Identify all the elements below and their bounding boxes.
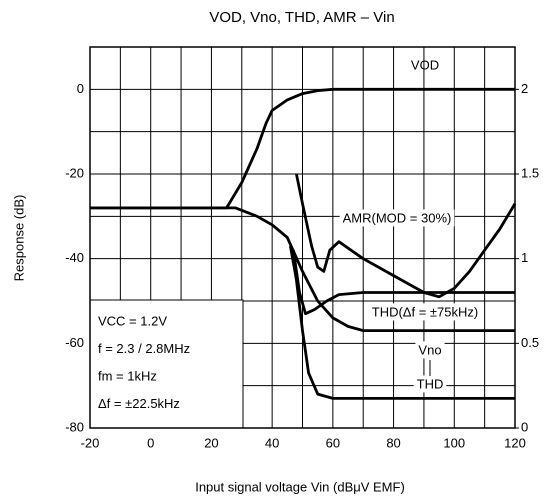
x-tick-label: 20 bbox=[204, 435, 218, 450]
annotation: VCC = 1.2V bbox=[98, 313, 167, 328]
y2-tick-label: 0.5 bbox=[521, 335, 539, 350]
y-axis-label: Response (dB) bbox=[11, 195, 26, 282]
annotation: Δf = ±22.5kHz bbox=[98, 396, 180, 411]
annotation: fm = 1kHz bbox=[98, 368, 157, 383]
y-tick-label: -80 bbox=[65, 419, 84, 434]
y2-tick-label: 2 bbox=[521, 81, 528, 96]
x-tick-label: 100 bbox=[443, 435, 465, 450]
series-label-bg bbox=[368, 303, 482, 321]
series-label: THD bbox=[417, 376, 444, 391]
y2-tick-label: 1 bbox=[521, 250, 528, 265]
x-tick-label: 40 bbox=[265, 435, 279, 450]
x-tick-label: 120 bbox=[504, 435, 526, 450]
series-label: THD(Δf = ±75kHz) bbox=[372, 304, 478, 319]
annotation-box bbox=[89, 299, 244, 429]
y2-tick-label: 0 bbox=[521, 419, 528, 434]
series-line bbox=[90, 206, 515, 332]
chart-title: VOD, Vno, THD, AMR – Vin bbox=[209, 9, 394, 26]
annotation: f = 2.3 / 2.8MHz bbox=[98, 341, 190, 356]
plot-frame bbox=[89, 46, 516, 429]
series-line bbox=[90, 87, 515, 210]
series-line bbox=[292, 250, 515, 316]
x-tick-label: 60 bbox=[326, 435, 340, 450]
y-tick-label: -40 bbox=[65, 250, 84, 265]
series-line bbox=[289, 245, 515, 400]
series-label-bg bbox=[415, 341, 445, 359]
x-axis-label: Input signal voltage Vin (dBμV EMF) bbox=[195, 479, 405, 494]
x-tick-label: 80 bbox=[386, 435, 400, 450]
y-tick-label: -60 bbox=[65, 335, 84, 350]
series-label: Vno bbox=[418, 342, 441, 357]
series-label-bg bbox=[413, 375, 447, 393]
y2-tick-label: 1.5 bbox=[521, 165, 539, 180]
series-label-bg bbox=[339, 209, 455, 227]
x-tick-label: 0 bbox=[147, 435, 154, 450]
series-line bbox=[295, 173, 517, 299]
series-label: VOD bbox=[411, 57, 439, 72]
y-tick-label: -20 bbox=[65, 165, 84, 180]
x-tick-label: -20 bbox=[81, 435, 100, 450]
y-tick-label: 0 bbox=[77, 81, 84, 96]
series-label: AMR(MOD = 30%) bbox=[343, 210, 452, 225]
